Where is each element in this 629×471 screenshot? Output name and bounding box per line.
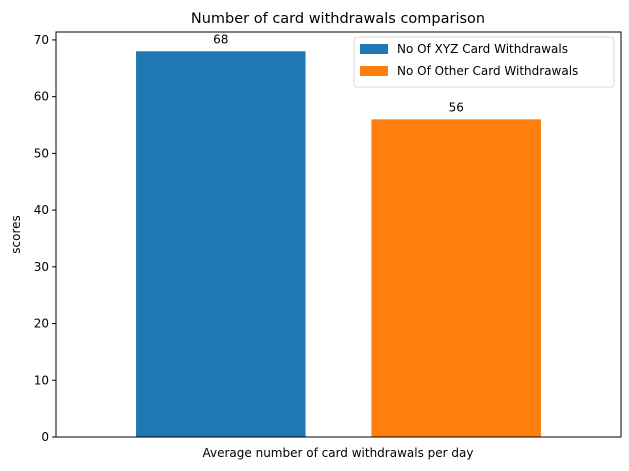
bar-1: [136, 51, 306, 438]
bar-value-labels: 68 56: [213, 32, 464, 114]
legend-label-1: No Of XYZ Card Withdrawals: [397, 42, 568, 56]
legend: No Of XYZ Card Withdrawals No Of Other Ca…: [353, 36, 615, 88]
y-tick-label-0: 0: [41, 430, 49, 444]
legend-label-2: No Of Other Card Withdrawals: [397, 64, 578, 78]
y-tick-label-1: 10: [34, 373, 49, 387]
y-tick-label-6: 60: [34, 90, 49, 104]
bar-value-label-2: 56: [449, 100, 464, 114]
y-axis-label: scores: [9, 215, 23, 254]
bar-value-label-1: 68: [213, 32, 228, 46]
x-axis-label: Average number of card withdrawals per d…: [203, 446, 474, 460]
plot-frame: [55, 31, 622, 438]
chart-title: Number of card withdrawals comparison: [191, 11, 485, 27]
y-tick-label-4: 40: [34, 203, 49, 217]
y-tick-label-3: 30: [34, 260, 49, 274]
y-tick-label-7: 70: [34, 33, 49, 47]
legend-swatch-1: [360, 44, 388, 54]
bar-2: [371, 119, 541, 438]
legend-swatch-2: [360, 66, 388, 76]
y-tick-label-5: 50: [34, 146, 49, 160]
y-tick-label-2: 20: [34, 317, 49, 331]
bars-group: [136, 51, 541, 438]
legend-box: [353, 36, 615, 88]
y-axis: 0 10 20 30 40 50 60 70: [34, 33, 56, 444]
